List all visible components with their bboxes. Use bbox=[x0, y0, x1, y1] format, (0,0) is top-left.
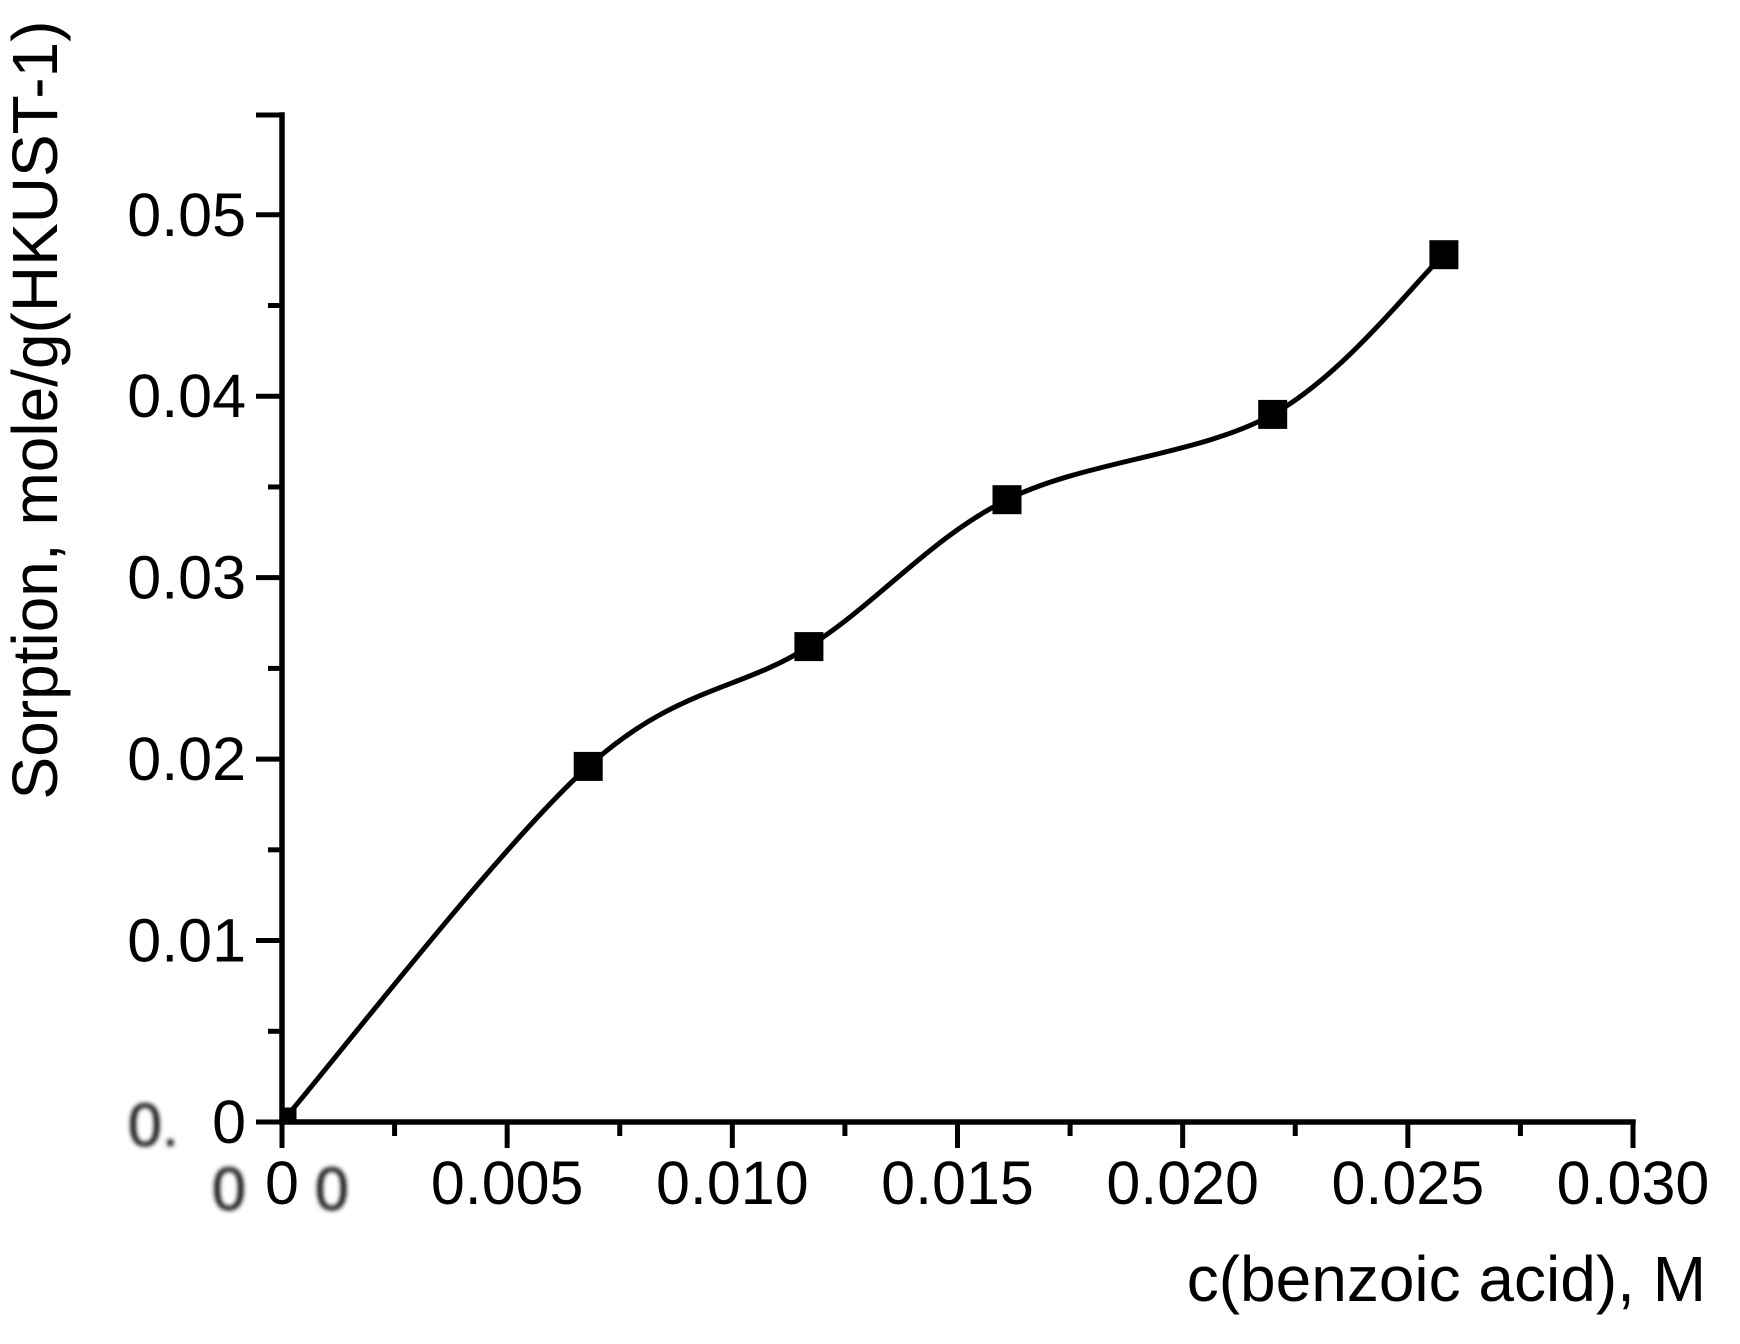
data-point-markers bbox=[279, 240, 1459, 1125]
ghost-artifact: 0 0 bbox=[212, 1155, 375, 1223]
y-tick-label: 0.05 bbox=[127, 181, 246, 249]
y-axis-title: Sorption, mole/g(HKUST-1) bbox=[0, 21, 71, 800]
axis-ticks bbox=[256, 212, 1636, 1148]
y-tick-label: 0.03 bbox=[127, 544, 246, 612]
x-tick-label: 0.020 bbox=[1106, 1149, 1259, 1217]
x-axis-title: c(benzoic acid), M bbox=[1187, 1243, 1706, 1315]
data-point-marker bbox=[279, 1107, 297, 1125]
x-tick-label: 0 bbox=[265, 1149, 299, 1217]
x-tick-label: 0.010 bbox=[656, 1149, 809, 1217]
y-tick-label: 0.02 bbox=[127, 725, 246, 793]
x-tick-label: 0.015 bbox=[881, 1149, 1034, 1217]
data-point-marker bbox=[992, 485, 1022, 515]
axis-tick-labels: 0 0.005 0.010 0.015 0.020 0.025 0.030 0 0.01 0.02… bbox=[127, 181, 1709, 1217]
y-tick-label: 0.01 bbox=[127, 907, 246, 975]
fit-curve-group bbox=[280, 252, 1446, 1124]
axes bbox=[256, 112, 1636, 1125]
y-tick-label: 0 bbox=[212, 1088, 246, 1156]
y-tick-label: 0.04 bbox=[127, 362, 246, 430]
data-point-marker bbox=[794, 632, 824, 662]
data-point-marker bbox=[1258, 399, 1288, 429]
data-point-marker bbox=[573, 751, 603, 781]
x-tick-label: 0.005 bbox=[431, 1149, 584, 1217]
data-point-marker bbox=[1429, 240, 1459, 270]
fit-curve bbox=[280, 252, 1446, 1124]
ghost-artifact: 0. bbox=[128, 1091, 179, 1159]
x-tick-label: 0.025 bbox=[1332, 1149, 1485, 1217]
ghost-artifacts: 0. 0 0 bbox=[128, 1091, 375, 1223]
x-tick-label: 0.030 bbox=[1557, 1149, 1710, 1217]
